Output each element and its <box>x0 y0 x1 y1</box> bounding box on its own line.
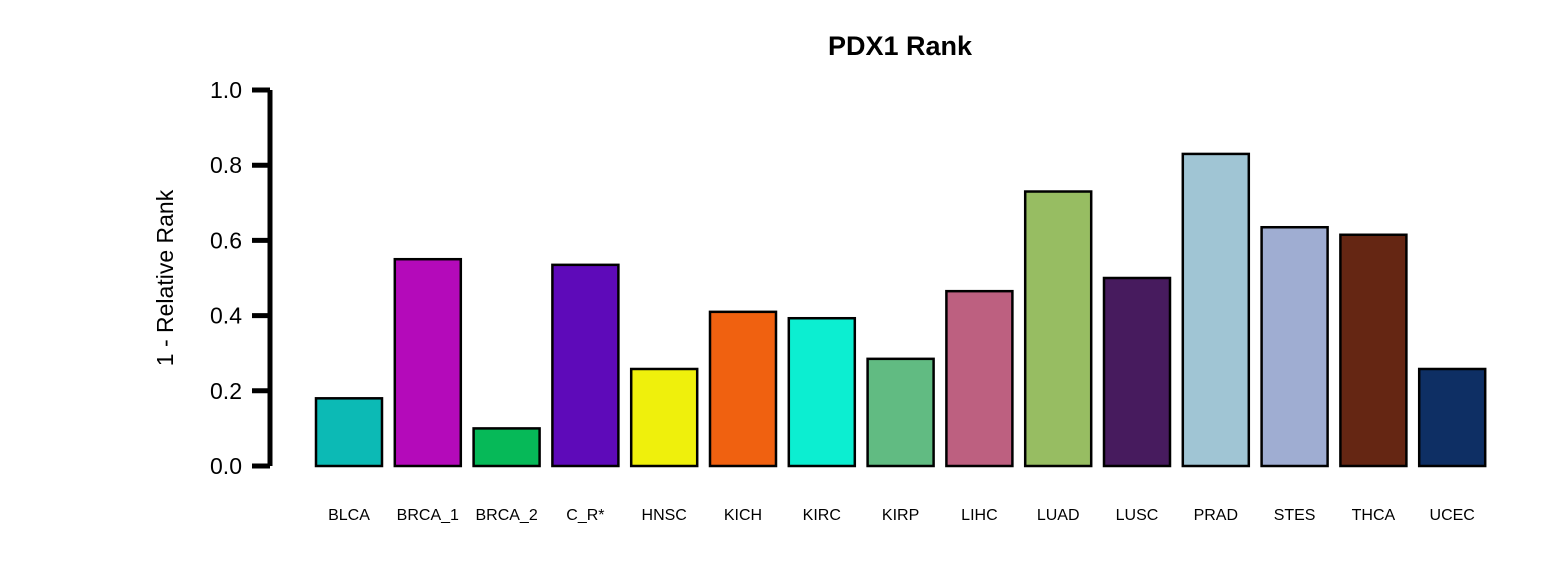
x-tick-label: LIHC <box>961 507 997 524</box>
x-tick-label: THCA <box>1352 507 1396 524</box>
bar-prad <box>1183 154 1249 466</box>
x-tick-label: LUAD <box>1037 507 1080 524</box>
x-tick-label: STES <box>1274 507 1316 524</box>
bar-lusc <box>1104 278 1170 466</box>
bar-luad <box>1025 192 1091 466</box>
y-tick-label: 0.0 <box>210 453 242 479</box>
x-tick-label: PRAD <box>1194 507 1238 524</box>
bar-thca <box>1340 235 1406 466</box>
x-tick-label: LUSC <box>1116 507 1159 524</box>
y-tick-label: 1.0 <box>210 77 242 103</box>
x-axis-tick-labels: BLCA BRCA_1 BRCA_2 C_R* HNSC KICH KIRC KIRP LIHC… <box>328 507 1475 524</box>
x-tick-label: HNSC <box>642 507 687 524</box>
x-tick-label: C_R* <box>566 507 604 524</box>
x-tick-label: BLCA <box>328 507 370 524</box>
x-tick-label: KIRC <box>803 507 841 524</box>
x-tick-label: UCEC <box>1430 507 1475 524</box>
y-axis-ticks: 0.0 0.2 0.4 0.6 0.8 1.0 <box>210 77 270 479</box>
x-tick-label: KIRP <box>882 507 919 524</box>
bars <box>316 154 1485 466</box>
y-tick-label: 0.2 <box>210 378 242 404</box>
y-tick-label: 0.8 <box>210 152 242 178</box>
x-tick-label: BRCA_2 <box>475 507 537 524</box>
y-tick-label: 0.6 <box>210 227 242 253</box>
bar-lihc <box>946 291 1012 466</box>
bar-blca <box>316 398 382 466</box>
bar-brca-2 <box>474 428 540 466</box>
bar-hnsc <box>631 369 697 466</box>
bar-kirc <box>789 318 855 466</box>
bar-brca-1 <box>395 259 461 466</box>
y-axis-label: 1 - Relative Rank <box>152 189 178 366</box>
bar-c-r <box>552 265 618 466</box>
x-tick-label: BRCA_1 <box>397 507 459 524</box>
y-tick-label: 0.4 <box>210 303 242 329</box>
x-tick-label: KICH <box>724 507 762 524</box>
bar-kirp <box>868 359 934 466</box>
bar-stes <box>1262 227 1328 466</box>
bar-ucec <box>1419 369 1485 466</box>
bar-kich <box>710 312 776 466</box>
chart-title: PDX1 Rank <box>828 31 973 61</box>
